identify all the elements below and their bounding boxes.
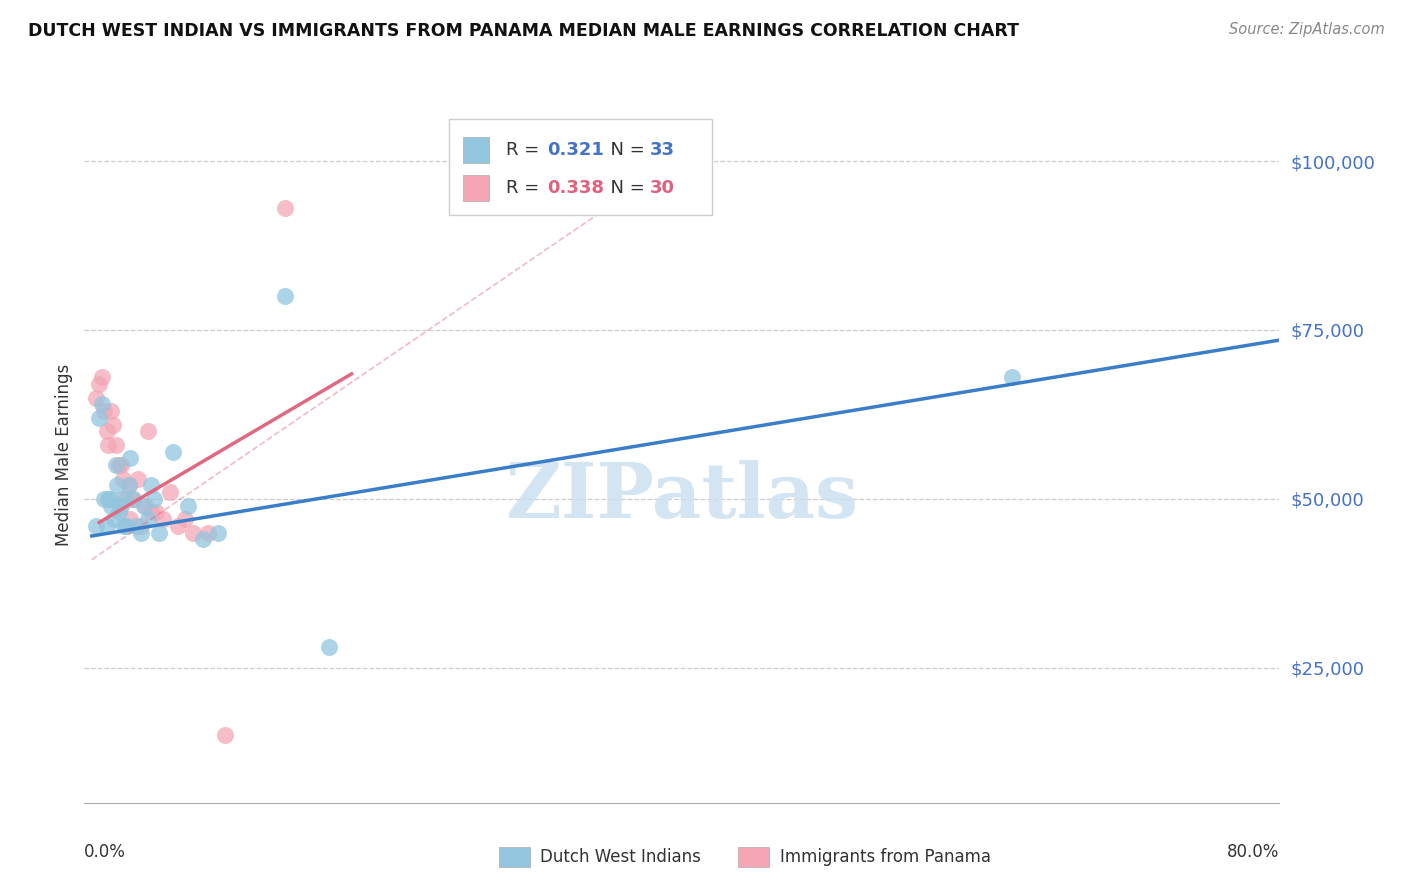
Point: [100, 404, 122, 418]
Text: 33: 33: [650, 141, 675, 159]
Point: [181, 525, 204, 540]
Text: N =: N =: [599, 178, 651, 197]
Point: [207, 525, 229, 540]
Text: ZIPatlas: ZIPatlas: [505, 459, 859, 533]
Point: [110, 499, 132, 513]
FancyBboxPatch shape: [449, 119, 711, 215]
Point: [105, 478, 128, 492]
Bar: [463, 137, 489, 163]
Point: [274, 289, 297, 303]
Point: [120, 512, 142, 526]
Text: 80.0%: 80.0%: [1227, 843, 1279, 861]
Point: [141, 478, 163, 492]
Point: [89, 410, 111, 425]
Point: [318, 640, 340, 655]
Text: 0.0%: 0.0%: [84, 843, 127, 861]
Point: [111, 491, 134, 506]
Bar: [463, 175, 489, 201]
Point: [148, 525, 170, 540]
Point: [84, 519, 107, 533]
Point: [111, 472, 134, 486]
Text: 0.321: 0.321: [547, 141, 603, 159]
Point: [93, 404, 115, 418]
Point: [214, 728, 236, 742]
Point: [114, 519, 136, 533]
Point: [118, 478, 141, 492]
Point: [107, 505, 129, 519]
Text: Dutch West Indians: Dutch West Indians: [540, 848, 700, 866]
Point: [101, 417, 124, 432]
Point: [118, 478, 141, 492]
Point: [97, 438, 120, 452]
Y-axis label: Median Male Earnings: Median Male Earnings: [55, 364, 73, 546]
Point: [129, 519, 152, 533]
Point: [1001, 370, 1024, 384]
Point: [91, 370, 114, 384]
Point: [96, 519, 118, 533]
Point: [125, 519, 148, 533]
Point: [110, 458, 132, 472]
Point: [122, 491, 145, 506]
Point: [96, 424, 118, 438]
Point: [167, 519, 190, 533]
Text: DUTCH WEST INDIAN VS IMMIGRANTS FROM PANAMA MEDIAN MALE EARNINGS CORRELATION CHA: DUTCH WEST INDIAN VS IMMIGRANTS FROM PAN…: [28, 22, 1019, 40]
Point: [174, 512, 197, 526]
Point: [98, 491, 121, 506]
Text: 0.338: 0.338: [547, 178, 603, 197]
Point: [152, 512, 174, 526]
Point: [122, 491, 145, 506]
Text: R =: R =: [506, 141, 546, 159]
Point: [104, 438, 127, 452]
Point: [91, 397, 114, 411]
Point: [93, 491, 115, 506]
Point: [136, 424, 159, 438]
Point: [115, 519, 138, 533]
Point: [89, 376, 111, 391]
Point: [97, 491, 120, 506]
Point: [134, 499, 156, 513]
Text: R =: R =: [506, 178, 546, 197]
Point: [103, 512, 125, 526]
Point: [143, 491, 166, 506]
Point: [115, 491, 138, 506]
Point: [159, 485, 181, 500]
Point: [132, 499, 155, 513]
Text: N =: N =: [599, 141, 651, 159]
Point: [162, 444, 184, 458]
Point: [127, 472, 149, 486]
Point: [145, 505, 167, 519]
Point: [191, 533, 214, 547]
Point: [107, 458, 129, 472]
Point: [274, 202, 297, 216]
Point: [104, 458, 127, 472]
Text: 30: 30: [650, 178, 675, 197]
Text: Immigrants from Panama: Immigrants from Panama: [780, 848, 991, 866]
Point: [177, 499, 200, 513]
Point: [136, 512, 159, 526]
Text: Source: ZipAtlas.com: Source: ZipAtlas.com: [1229, 22, 1385, 37]
Point: [84, 391, 107, 405]
Point: [197, 525, 219, 540]
Point: [129, 525, 152, 540]
Point: [120, 451, 142, 466]
Point: [100, 499, 122, 513]
Point: [141, 505, 163, 519]
